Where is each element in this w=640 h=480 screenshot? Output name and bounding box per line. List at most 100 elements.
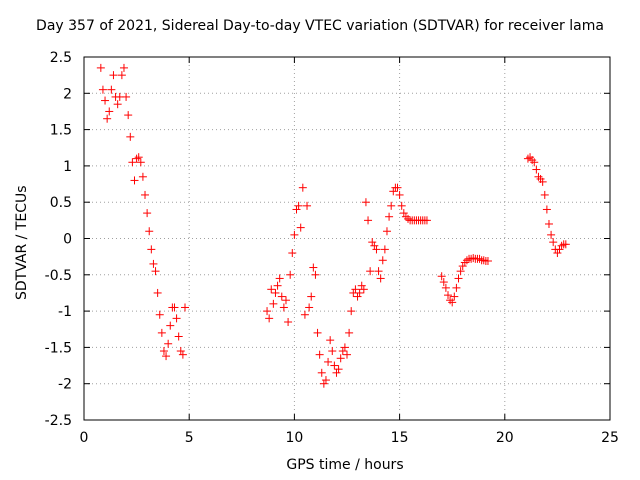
data-point [542, 205, 551, 214]
y-tick-labels: 2.5 2 1.5 1 0.5 0 -0.5 -1 -1.5 -2 -2.5 [45, 50, 72, 429]
data-point [395, 190, 404, 199]
data-point [340, 343, 349, 352]
data-point [353, 292, 362, 301]
data-point [149, 259, 158, 268]
data-point [460, 258, 469, 267]
data-point [273, 281, 282, 290]
y-tick-label: 1 [63, 159, 72, 175]
data-point [544, 219, 553, 228]
data-point [462, 256, 471, 265]
data-point [328, 347, 337, 356]
data-point [338, 347, 347, 356]
data-point [324, 357, 333, 366]
data-point [351, 285, 360, 294]
data-point [277, 292, 286, 301]
data-point [469, 254, 478, 263]
data-point [117, 71, 126, 80]
data-point [370, 241, 379, 250]
data-point [172, 314, 181, 323]
data-point [113, 100, 122, 109]
data-point [98, 85, 107, 94]
data-point [437, 272, 446, 281]
data-point [458, 262, 467, 271]
x-tick-label: 25 [601, 430, 619, 446]
data-point [286, 270, 295, 279]
data-point [532, 165, 541, 174]
data-point [389, 187, 398, 196]
data-point [162, 352, 171, 361]
data-point [263, 307, 272, 316]
data-point [307, 292, 316, 301]
data-point [309, 263, 318, 272]
data-point [456, 267, 465, 276]
data-point [105, 107, 114, 116]
data-point [345, 328, 354, 337]
data-point [359, 285, 368, 294]
data-point [155, 310, 164, 319]
data-points [96, 63, 570, 388]
data-point [357, 281, 366, 290]
data-point [176, 347, 185, 356]
data-point [439, 278, 448, 287]
data-point [109, 71, 118, 80]
data-point [380, 245, 389, 254]
data-point [103, 114, 112, 123]
data-point [281, 296, 290, 305]
data-point [382, 227, 391, 236]
data-point [364, 216, 373, 225]
data-point [319, 379, 328, 388]
data-point [361, 198, 370, 207]
y-tick-label: -1 [58, 304, 72, 320]
y-tick-label: 1.5 [50, 123, 72, 139]
data-point [313, 328, 322, 337]
x-tick-label: 20 [496, 430, 514, 446]
data-point [397, 201, 406, 210]
data-point [534, 172, 543, 181]
data-point [404, 214, 413, 223]
data-point [334, 365, 343, 374]
data-point [555, 245, 564, 254]
x-tick-label: 10 [285, 430, 303, 446]
data-point [122, 92, 131, 101]
x-tick-labels: 0 5 10 15 20 25 [80, 430, 619, 446]
data-point [399, 209, 408, 218]
y-tick-label: -1.5 [45, 340, 72, 356]
data-point [372, 245, 381, 254]
data-point [385, 212, 394, 221]
data-point [269, 299, 278, 308]
data-point [366, 267, 375, 276]
y-tick-label: -2 [58, 377, 72, 393]
data-point [275, 274, 284, 283]
data-point [441, 283, 450, 292]
y-tick-label: 0.5 [50, 195, 72, 211]
data-point [159, 347, 168, 356]
data-point [446, 296, 455, 305]
data-point [101, 96, 110, 105]
data-point [296, 223, 305, 232]
data-point [265, 314, 274, 323]
data-point [290, 230, 299, 239]
data-point [157, 328, 166, 337]
plot-frame [83, 56, 611, 421]
data-point [178, 350, 187, 359]
data-point [450, 292, 459, 301]
data-point [126, 132, 135, 141]
data-point [151, 267, 160, 276]
data-point [557, 241, 566, 250]
y-axis-label: SDTVAR / TECUs [14, 185, 30, 300]
data-point [294, 201, 303, 210]
data-point [454, 274, 463, 283]
data-point [479, 256, 488, 265]
data-point [387, 201, 396, 210]
y-tick-label: -2.5 [45, 413, 72, 429]
data-point [305, 303, 314, 312]
data-point [523, 154, 532, 163]
data-point [180, 303, 189, 312]
data-point [145, 227, 154, 236]
data-point [303, 201, 312, 210]
data-point [267, 285, 276, 294]
grid-lines [84, 57, 610, 420]
data-point [138, 172, 147, 181]
data-point [136, 158, 145, 167]
data-point [452, 283, 461, 292]
